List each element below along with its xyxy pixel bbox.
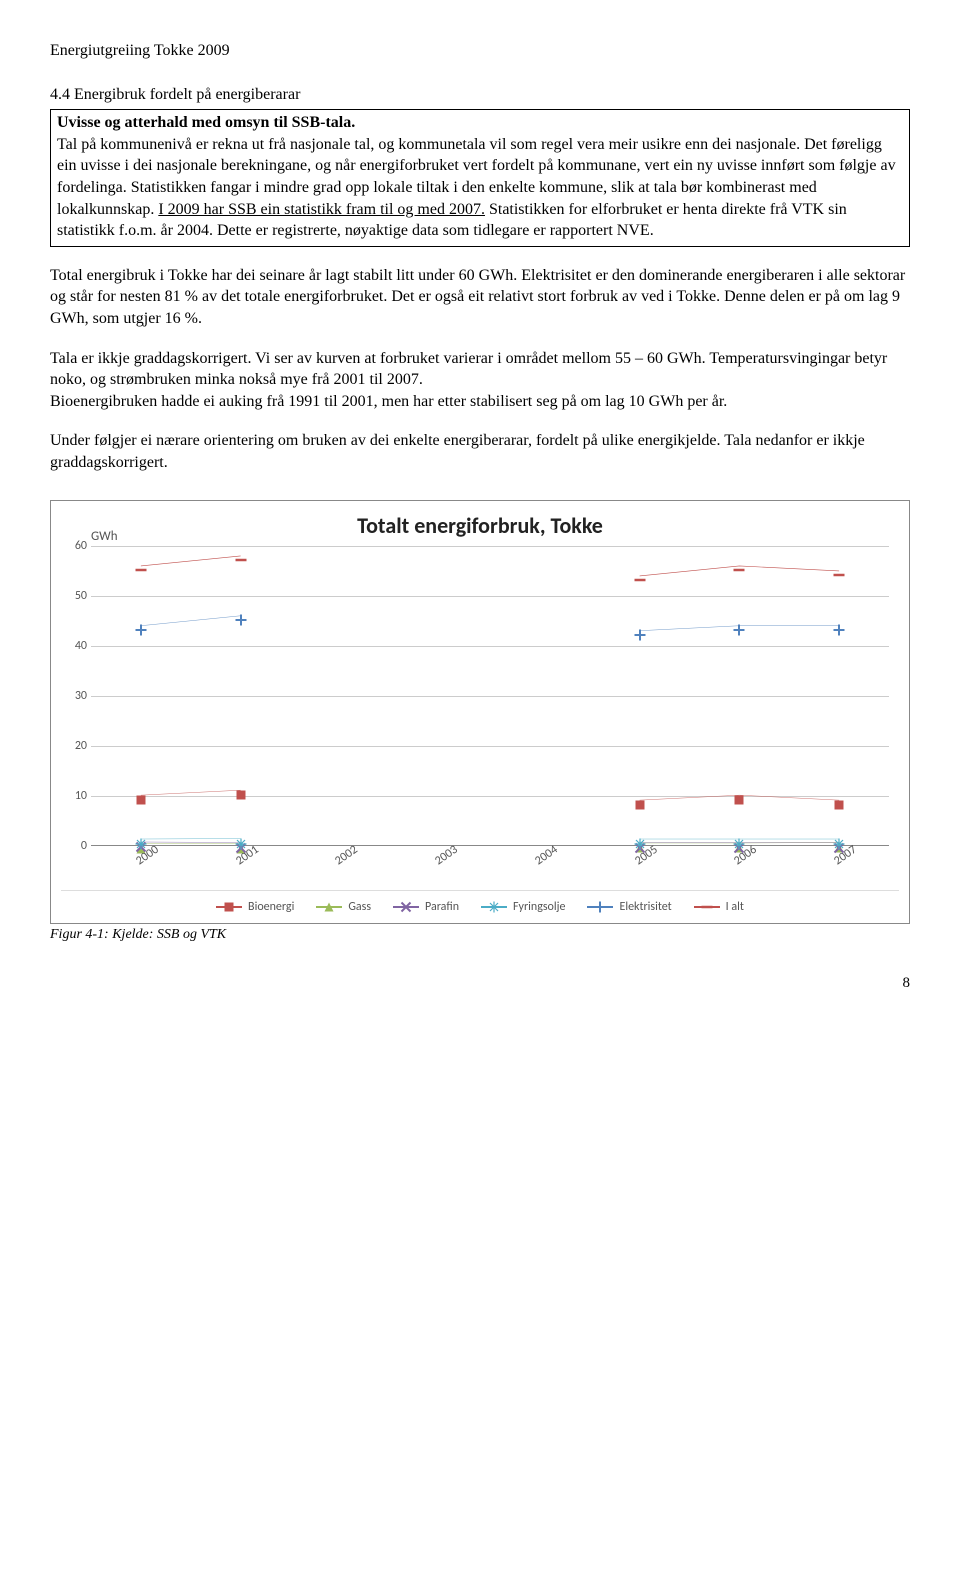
chart-marker [235, 551, 246, 562]
chart-marker [235, 611, 246, 622]
chart-marker [734, 835, 745, 846]
legend-label: Gass [348, 899, 371, 915]
y-tick-label: 0 [65, 838, 87, 854]
legend-label: Bioenergi [248, 899, 294, 915]
paragraph-2: Tala er ikkje graddagskorrigert. Vi ser … [50, 348, 910, 413]
chart-title: Totalt energiforbruk, Tokke [61, 511, 899, 541]
chart-area: GWh 0102030405060 2000200120022003200420… [91, 546, 889, 886]
paragraph-1: Total energibruk i Tokke har dei seinare… [50, 265, 910, 330]
y-tick-label: 30 [65, 688, 87, 704]
x-tick-label: 2002 [332, 842, 361, 869]
chart-marker [834, 796, 845, 807]
chart-marker [834, 566, 845, 577]
box-title: Uvisse og atterhald med omsyn til SSB-ta… [57, 114, 355, 131]
chart-marker [634, 835, 645, 846]
x-tick-label: 2004 [532, 842, 561, 869]
legend-label: I alt [726, 899, 744, 915]
x-tick-label: 2003 [432, 842, 461, 869]
chart-marker [634, 571, 645, 582]
legend-item: I alt [694, 899, 744, 915]
y-tick-label: 10 [65, 788, 87, 804]
chart-marker [135, 621, 146, 632]
paragraph-4: Under følgjer ei nærare orientering om b… [50, 430, 910, 473]
box-underlined: I 2009 har SSB ein statistikk fram til o… [158, 201, 485, 218]
chart-marker [834, 835, 845, 846]
page-number: 8 [50, 973, 910, 993]
section-title: 4.4 Energibruk fordelt på energiberarar [50, 84, 910, 106]
info-box: Uvisse og atterhald med omsyn til SSB-ta… [50, 109, 910, 247]
chart-marker [634, 626, 645, 637]
chart-marker [734, 791, 745, 802]
y-tick-label: 50 [65, 588, 87, 604]
legend-item: Gass [316, 899, 371, 915]
chart-marker [734, 621, 745, 632]
legend-item: Fyringsolje [481, 899, 565, 915]
chart-marker [834, 621, 845, 632]
legend-label: Parafin [425, 899, 459, 915]
chart-marker [235, 786, 246, 797]
legend-item: Elektrisitet [587, 899, 671, 915]
chart-marker [135, 835, 146, 846]
chart-marker [135, 791, 146, 802]
legend-item: Bioenergi [216, 899, 294, 915]
y-tick-label: 40 [65, 638, 87, 654]
y-tick-label: 20 [65, 738, 87, 754]
chart-marker [634, 796, 645, 807]
y-axis-label: GWh [91, 528, 118, 546]
chart-marker [235, 834, 246, 845]
y-tick-label: 60 [65, 538, 87, 554]
legend-label: Fyringsolje [513, 899, 565, 915]
chart-marker [135, 561, 146, 572]
legend-label: Elektrisitet [619, 899, 671, 915]
legend-item: Parafin [393, 899, 459, 915]
chart-legend: Bioenergi Gass Parafin Fyringsolje Elektrisi… [61, 890, 899, 917]
chart-marker [734, 561, 745, 572]
chart-container: Totalt energiforbruk, Tokke GWh 0 10 20 30 4… [50, 500, 910, 925]
figure-caption: Figur 4-1: Kjelde: SSB og VTK [50, 926, 910, 945]
page-header: Energiutgreiing Tokke 2009 [50, 40, 910, 62]
